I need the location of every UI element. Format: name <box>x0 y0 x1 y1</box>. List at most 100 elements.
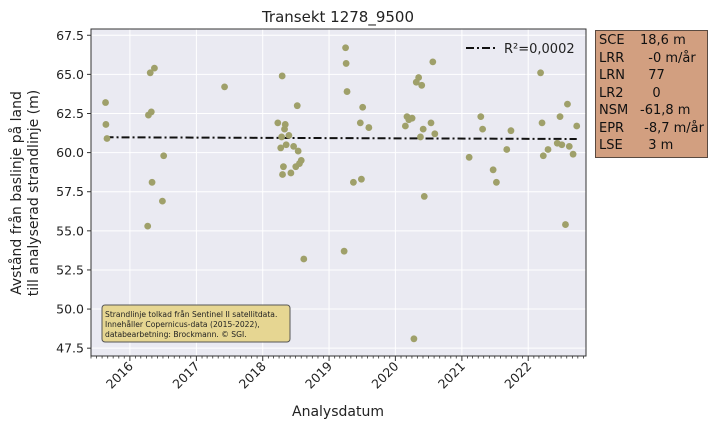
x-tick-label: 2021 <box>435 359 468 392</box>
stat-value: 3 m <box>640 138 674 153</box>
data-point <box>562 221 569 228</box>
stat-value: 18,6 m <box>640 33 686 48</box>
data-point <box>279 171 286 178</box>
data-point <box>493 178 500 186</box>
data-point <box>418 81 426 89</box>
data-point <box>408 114 416 122</box>
data-point <box>293 102 301 110</box>
data-point <box>417 133 424 141</box>
data-point <box>147 108 155 116</box>
grid-lines <box>91 29 586 356</box>
data-point <box>359 103 367 111</box>
stat-label: LRN <box>599 68 625 83</box>
y-tick-label: 67.5 <box>56 28 84 43</box>
data-point <box>350 178 357 186</box>
chart-title: Transekt 1278_9500 <box>261 8 414 27</box>
data-point <box>278 133 286 141</box>
data-point <box>342 44 349 52</box>
stat-row-lrn: LRN 77 <box>599 67 707 85</box>
data-point <box>538 119 546 127</box>
data-point <box>537 69 544 77</box>
plot-area <box>91 29 586 356</box>
stat-value: -61,8 m <box>640 103 691 118</box>
stat-label: NSM <box>599 103 629 118</box>
stat-row-sce: SCE 18,6 m <box>599 32 707 50</box>
x-tick-label: 2022 <box>501 359 534 392</box>
data-point <box>429 58 437 66</box>
annotation-line-1: Strandlinje tolkad från Sentinel II sate… <box>105 310 277 319</box>
data-point <box>465 153 473 161</box>
x-tick-label: 2016 <box>103 358 136 391</box>
data-point <box>489 166 497 174</box>
stat-value: 0 <box>640 85 661 101</box>
data-point <box>415 74 423 81</box>
stat-label: LRR <box>599 50 625 66</box>
data-source-annotation: Strandlinje tolkad från Sentinel II sate… <box>101 304 291 343</box>
data-point <box>102 99 109 106</box>
data-point <box>285 131 293 139</box>
stat-value: 77 <box>640 68 665 83</box>
x-axis-ticks: 2016 2017 2018 2019 2020 2021 2022 <box>90 356 584 392</box>
y-tick-label: 65.0 <box>56 67 84 82</box>
x-tick-label: 2018 <box>236 358 269 391</box>
data-point <box>357 175 365 183</box>
data-point <box>573 122 581 130</box>
y-axis-ticks: 47.5 50.0 52.5 55.0 57.5 60.0 62.5 65.0 67.5 <box>56 28 91 356</box>
stat-row-lse: LSE 3 m <box>599 137 707 155</box>
data-point <box>503 146 511 153</box>
data-point <box>410 335 418 343</box>
y-axis-label-line-1: Avstånd från baslinje på land <box>8 91 25 295</box>
trend-line <box>105 136 577 140</box>
data-point <box>356 119 364 127</box>
data-point <box>565 142 573 150</box>
data-point <box>294 147 302 155</box>
data-point <box>221 83 228 91</box>
data-point <box>290 142 298 150</box>
data-point <box>507 127 515 135</box>
data-point <box>287 169 295 177</box>
data-point <box>558 141 566 149</box>
y-axis-label-line-2: till analyserad strandlinje (m) <box>26 90 42 296</box>
x-tick-label: 2020 <box>368 358 401 391</box>
trend-line-group <box>105 136 577 140</box>
data-point <box>427 119 435 127</box>
y-tick-label: 52.5 <box>56 262 84 277</box>
data-point <box>556 113 564 121</box>
data-point <box>479 125 487 133</box>
stat-label: SCE <box>599 33 625 48</box>
legend: R²=0,0002 <box>466 42 575 57</box>
data-point <box>431 130 439 138</box>
data-point <box>278 72 286 80</box>
data-point <box>544 146 552 153</box>
y-tick-label: 55.0 <box>56 223 84 238</box>
data-point <box>280 163 287 171</box>
data-point <box>564 100 571 108</box>
y-tick-label: 60.0 <box>56 145 84 160</box>
data-point <box>151 64 158 72</box>
stat-row-epr: EPR -8,7 m/år <box>599 120 707 138</box>
x-tick-label: 2019 <box>302 358 335 391</box>
stat-value: -8,7 m/år <box>640 120 704 136</box>
annotation-line-3: databearbetning: Brockmann. © SGI. <box>105 330 247 339</box>
data-point <box>340 247 348 255</box>
stat-label: LSE <box>599 138 623 153</box>
plot-frame <box>90 28 587 357</box>
stat-value: -0 m/år <box>640 50 696 66</box>
data-point <box>274 119 282 127</box>
data-point <box>365 124 373 131</box>
data-point <box>343 88 351 95</box>
annotation-box <box>101 304 291 343</box>
stat-label: LR2 <box>599 85 624 101</box>
data-point <box>297 157 305 164</box>
data-point <box>103 135 111 142</box>
legend-trend-line-label: R²=0,0002 <box>504 42 575 57</box>
y-tick-label: 57.5 <box>56 184 84 199</box>
data-point <box>148 178 156 186</box>
annotation-line-2: Innehåller Copernicus-data (2015-2022), <box>105 320 260 329</box>
data-point <box>144 222 152 230</box>
data-point <box>146 69 154 77</box>
data-point <box>401 122 409 130</box>
data-point <box>277 144 285 152</box>
data-point <box>420 193 428 200</box>
